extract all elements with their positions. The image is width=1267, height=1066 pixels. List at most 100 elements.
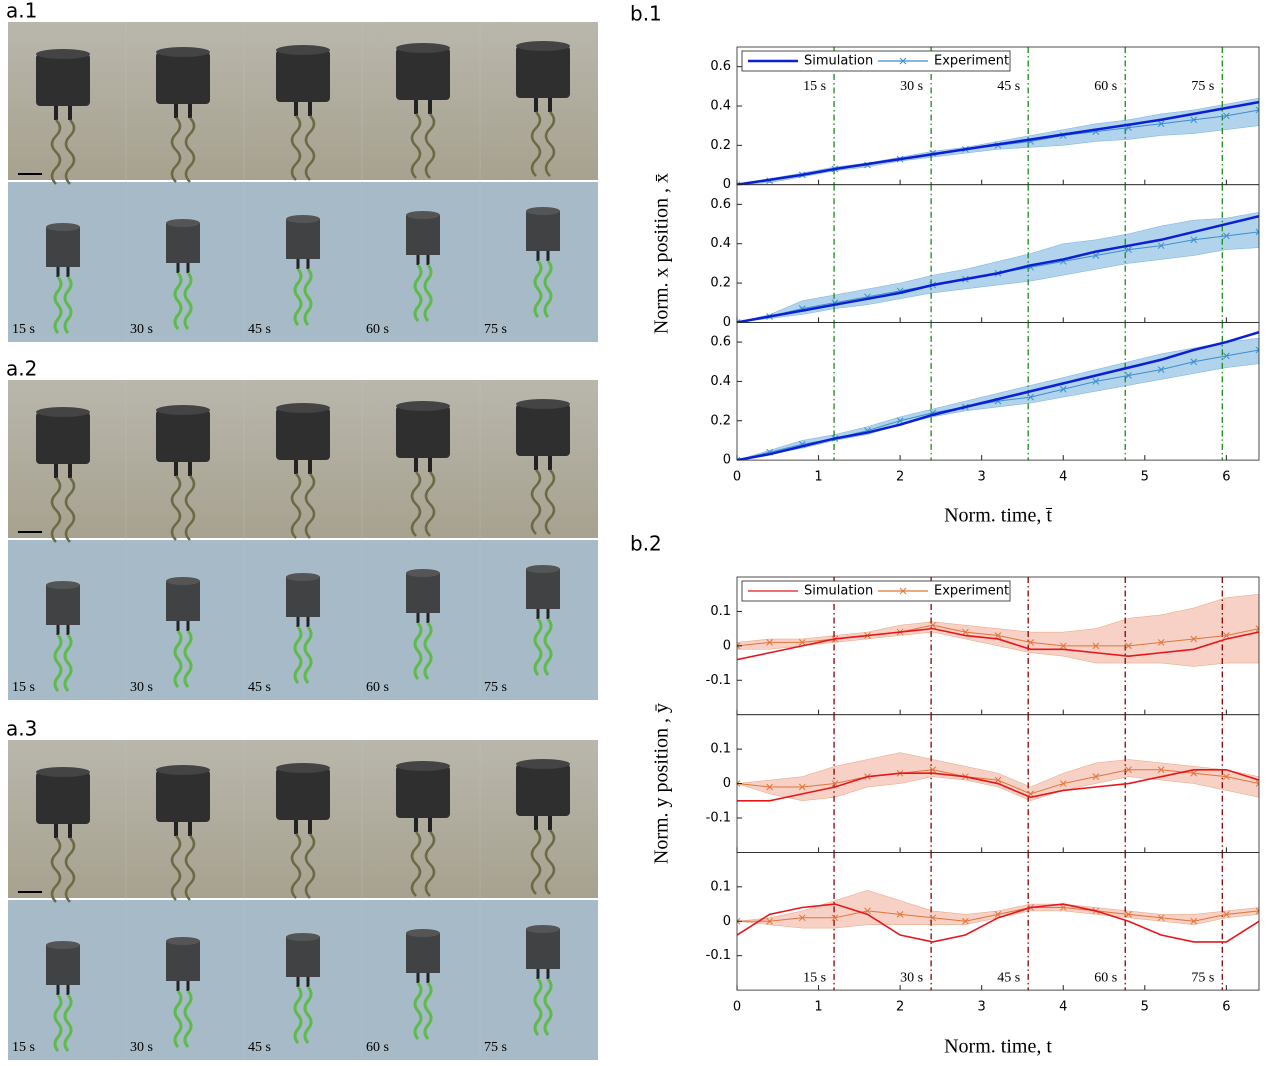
render-flagellum: [423, 622, 433, 680]
render-leg: [176, 621, 180, 631]
robot-body: [396, 406, 450, 458]
robot-body: [156, 770, 210, 822]
robot-top: [516, 399, 570, 409]
x-tick-label: 1: [814, 1000, 822, 1015]
panel-label: a.3: [6, 717, 37, 741]
render-flagellum: [533, 260, 543, 318]
plot-area: [737, 322, 1259, 461]
robot-body: [156, 52, 210, 104]
experiment-marker: [1157, 914, 1165, 922]
render-leg: [186, 263, 190, 273]
render-flagellum: [543, 978, 553, 1036]
spread-band: [737, 211, 1259, 323]
experiment-marker: [1157, 120, 1165, 128]
render-body: [46, 585, 80, 625]
time-label: 15 s: [12, 680, 35, 695]
render-flagellum: [293, 626, 303, 684]
flagellum: [170, 835, 182, 901]
y-tick-label: 0.1: [710, 879, 731, 894]
render-flagellum: [533, 618, 543, 676]
time-label: 30 s: [130, 322, 153, 337]
flagellum: [304, 833, 316, 899]
experiment-marker: [1255, 228, 1259, 236]
flagellum: [184, 117, 196, 183]
flagellum: [544, 469, 556, 535]
render-leg: [176, 263, 180, 273]
robot-leg: [414, 100, 418, 114]
render-leg: [66, 985, 70, 995]
robot-top: [396, 401, 450, 411]
y-tick-label: 0.6: [710, 59, 731, 74]
render-leg: [66, 625, 70, 635]
y-tick-label: 0.2: [710, 413, 731, 428]
event-label: 15 s: [803, 79, 826, 94]
panel-label: b.1: [630, 2, 662, 26]
flagellum: [424, 831, 436, 897]
x-tick-label: 2: [896, 1000, 904, 1015]
experiment-marker: [1157, 242, 1165, 250]
y-tick-label: 0.2: [710, 276, 731, 291]
time-label: 75 s: [484, 680, 507, 695]
render-strip: [8, 182, 598, 342]
robot-top: [36, 407, 90, 417]
render-body: [166, 941, 200, 981]
time-label: 15 s: [12, 1040, 35, 1055]
render-top: [406, 211, 440, 219]
render-flagellum: [183, 272, 193, 330]
x-tick-label: 0: [733, 470, 741, 485]
plot-area: [737, 184, 1259, 323]
flagellum: [290, 833, 302, 899]
render-flagellum: [423, 982, 433, 1040]
experiment-marker: [962, 917, 969, 925]
time-label: 45 s: [248, 322, 271, 337]
render-leg: [546, 251, 550, 261]
render-leg: [426, 973, 430, 983]
robot-top: [516, 759, 570, 769]
spread-band: [737, 890, 1259, 929]
render-body: [166, 223, 200, 263]
experiment-marker: [766, 783, 773, 791]
legend-box: [741, 580, 1011, 602]
robot-leg: [414, 818, 418, 832]
time-label: 45 s: [248, 1040, 271, 1055]
experiment-marker: [962, 628, 969, 636]
flagellum: [530, 829, 542, 895]
robot-top: [276, 403, 330, 413]
experiment-marker: [766, 917, 773, 925]
render-leg: [306, 259, 310, 269]
robot-top: [516, 41, 570, 51]
flagellum: [290, 115, 302, 181]
experiment-marker: [1059, 642, 1067, 650]
experiment-marker: [1059, 904, 1067, 911]
event-label: 45 s: [997, 79, 1020, 94]
y-tick-label: -0.1: [706, 810, 731, 825]
spread-band: [737, 752, 1259, 802]
render-flagellum: [53, 994, 63, 1052]
robot-leg: [548, 98, 552, 112]
experiment-marker: [1125, 911, 1132, 918]
legend-label: Simulation: [804, 584, 873, 599]
flagellum: [64, 477, 76, 543]
render-leg: [296, 259, 300, 269]
robot-leg: [308, 102, 312, 116]
time-label: 75 s: [484, 322, 507, 337]
y-tick-label: 0: [723, 177, 731, 192]
experiment-marker: [737, 780, 741, 787]
robot-body: [396, 766, 450, 818]
x-tick-label: 5: [1141, 1000, 1149, 1015]
robot-top: [396, 43, 450, 53]
y-tick-label: 0.4: [710, 374, 731, 389]
experiment-marker: [1223, 911, 1230, 918]
time-label: 45 s: [248, 680, 271, 695]
render-leg: [176, 981, 180, 991]
flagellum: [304, 115, 316, 181]
render-body: [406, 215, 440, 255]
time-label: 60 s: [366, 680, 389, 695]
render-top: [526, 565, 560, 573]
experiment-marker: [798, 914, 806, 922]
experiment-marker: [737, 319, 741, 323]
experiment-marker: [994, 776, 1002, 784]
robot-top: [156, 765, 210, 775]
experiment-marker: [1157, 639, 1165, 646]
